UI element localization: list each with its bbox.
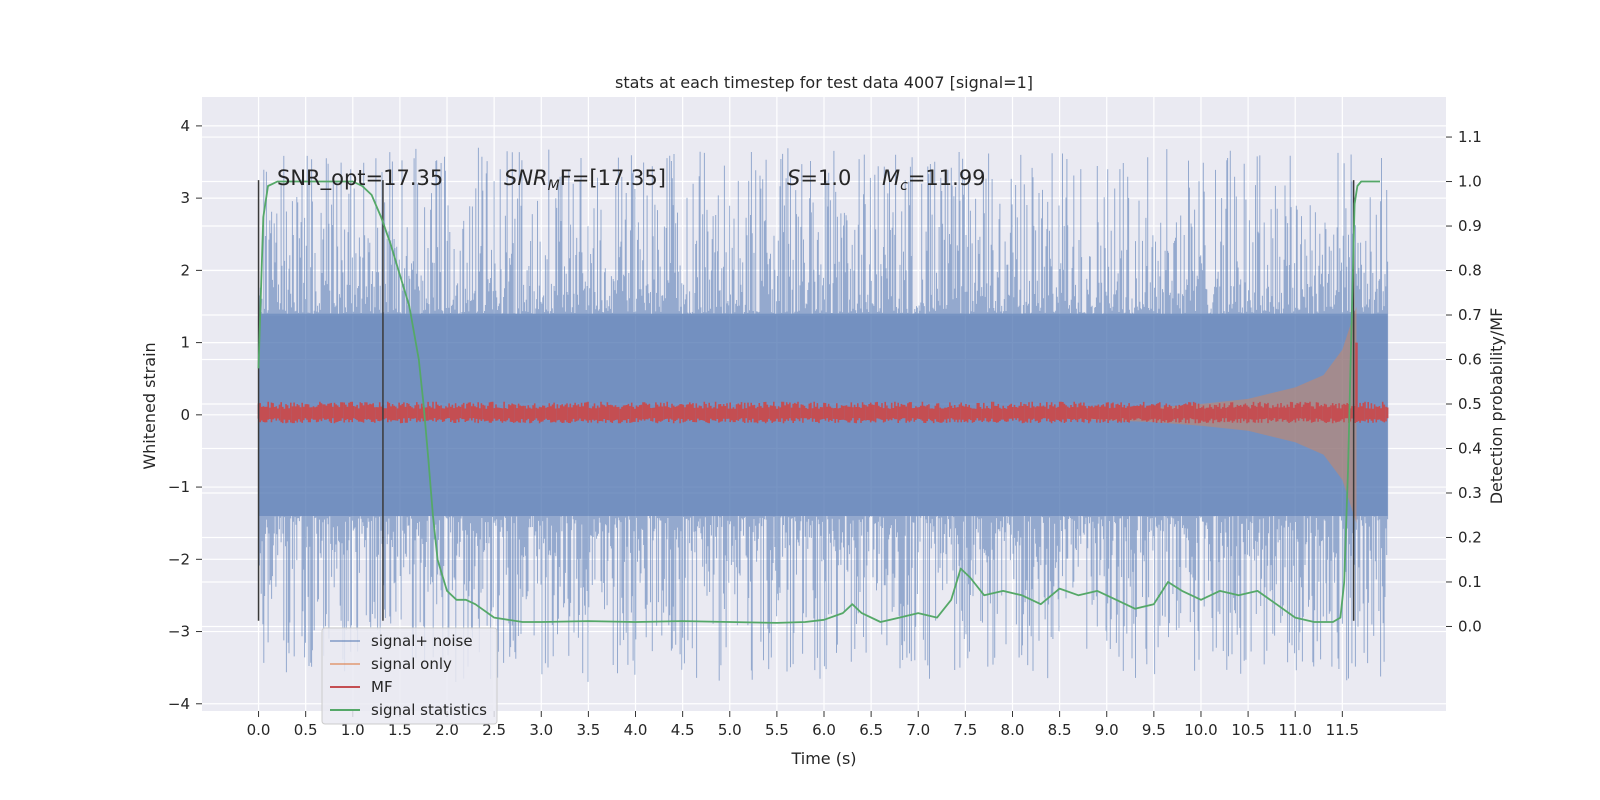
y-right-tick-label: 0.1 bbox=[1458, 573, 1482, 591]
y-tick-label: −3 bbox=[168, 623, 190, 641]
y-right-tick-label: 0.6 bbox=[1458, 351, 1482, 369]
x-tick-label: 1.0 bbox=[341, 721, 365, 739]
y-right-tick-label: 0.9 bbox=[1458, 217, 1482, 235]
x-tick-label: 0.5 bbox=[294, 721, 318, 739]
y-tick-label: 3 bbox=[180, 189, 190, 207]
x-tick-label: 3.0 bbox=[529, 721, 553, 739]
x-tick-label: 11.5 bbox=[1326, 721, 1359, 739]
y-right-tick-label: 0.4 bbox=[1458, 439, 1482, 457]
axes: 0.0 0.5 1.0 1.5 2.0 2.5 3.0 3.5 4.0 4.5 5.0 5.5 6.0 6… bbox=[168, 117, 1482, 739]
y-axis-right-label: Detection probability/MF bbox=[1487, 308, 1506, 505]
y-tick-label: 1 bbox=[180, 334, 190, 352]
x-tick-label: 4.5 bbox=[671, 721, 695, 739]
annotation-mc: Mc=11.99 bbox=[882, 166, 986, 194]
annotation-s: S=1.0 bbox=[787, 166, 851, 190]
x-tick-label: 4.0 bbox=[624, 721, 648, 739]
legend-label-signal-noise: signal+ noise bbox=[371, 632, 473, 650]
x-tick-label: 11.0 bbox=[1279, 721, 1312, 739]
y-right-tick-label: 0.0 bbox=[1458, 617, 1482, 635]
y-right-tick-label: 0.3 bbox=[1458, 484, 1482, 502]
x-tick-label: 7.5 bbox=[953, 721, 977, 739]
x-tick-label: 10.0 bbox=[1184, 721, 1217, 739]
legend-label-mf: MF bbox=[371, 678, 393, 696]
y-tick-label: 2 bbox=[180, 261, 190, 279]
x-tick-label: 0.0 bbox=[247, 721, 271, 739]
legend-label-signal-only: signal only bbox=[371, 655, 452, 673]
y-right-tick-label: 0.8 bbox=[1458, 262, 1482, 280]
y-right-tick-label: 0.7 bbox=[1458, 306, 1482, 324]
annotation-snr-opt: SNR_opt=17.35 bbox=[277, 166, 443, 191]
annotation-snr-mf: SNRMF=[17.35] bbox=[504, 166, 666, 194]
y-right-tick-label: 0.2 bbox=[1458, 528, 1482, 546]
y-axis-label: Whitened strain bbox=[140, 342, 159, 469]
annotations: SNR_opt=17.35 SNRMF=[17.35] S=1.0 Mc=11.… bbox=[277, 166, 986, 194]
x-tick-label: 6.0 bbox=[812, 721, 836, 739]
x-tick-label: 5.5 bbox=[765, 721, 789, 739]
signal-statistics-line bbox=[257, 180, 1380, 624]
x-tick-label: 8.5 bbox=[1048, 721, 1072, 739]
signal-statistics-series bbox=[257, 180, 1380, 624]
x-tick-label: 9.0 bbox=[1095, 721, 1119, 739]
y-tick-label: 4 bbox=[180, 117, 190, 135]
chart-title: stats at each timestep for test data 400… bbox=[615, 73, 1033, 92]
y-tick-label: −1 bbox=[168, 478, 190, 496]
x-tick-label: 5.0 bbox=[718, 721, 742, 739]
legend-label-signal-statistics: signal statistics bbox=[371, 701, 487, 719]
x-tick-label: 8.0 bbox=[1001, 721, 1025, 739]
x-tick-label: 2.5 bbox=[482, 721, 506, 739]
y-tick-label: −4 bbox=[168, 695, 190, 713]
x-tick-label: 3.5 bbox=[576, 721, 600, 739]
y-right-tick-label: 1.0 bbox=[1458, 173, 1482, 191]
y-tick-label: 0 bbox=[180, 406, 190, 424]
x-tick-label: 9.5 bbox=[1142, 721, 1166, 739]
x-tick-label: 1.5 bbox=[388, 721, 412, 739]
x-tick-label: 6.5 bbox=[859, 721, 883, 739]
y-right-tick-label: 0.5 bbox=[1458, 395, 1482, 413]
legend-box bbox=[321, 627, 498, 725]
x-tick-label: 7.0 bbox=[906, 721, 930, 739]
x-axis-label: Time (s) bbox=[790, 749, 856, 768]
x-tick-label: 10.5 bbox=[1231, 721, 1264, 739]
x-tick-label: 2.0 bbox=[435, 721, 459, 739]
y-right-tick-label: 1.1 bbox=[1458, 128, 1482, 146]
legend: signal+ noise signal only MF signal stat… bbox=[321, 627, 498, 725]
y-tick-label: −2 bbox=[168, 550, 190, 568]
